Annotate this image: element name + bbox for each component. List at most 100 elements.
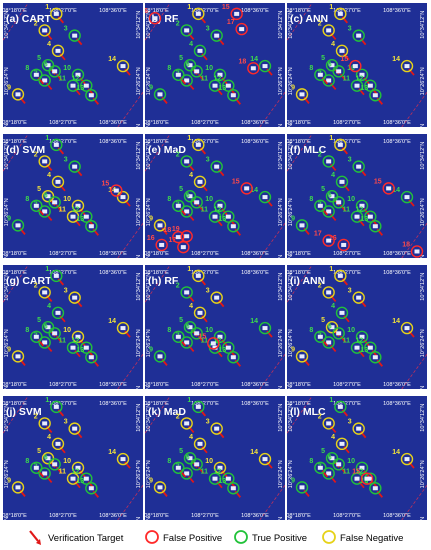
target-number: 14 [108,56,116,63]
map-panel: 108°18'0"E 108°18'0"E 108°27'0"E 108°27'0"E… [287,265,427,389]
target-number: 5 [37,55,41,62]
lon-label-top: 108°36'0"E [241,8,269,14]
target-number: 13 [219,85,227,92]
verification-target-6: 6 [328,454,347,474]
detected-patch [326,238,332,243]
false-positive-number: 15 [232,178,240,185]
detected-patch [214,164,220,169]
detected-patch [187,194,193,199]
false-negative-circle [352,291,365,304]
false-negative-circle [210,291,223,304]
detected-patch [197,310,203,315]
target-number: 10 [63,458,71,465]
true-positive-circle [295,481,309,494]
detected-patch [83,345,89,350]
detected-patch [184,471,190,476]
target-number: 4 [331,41,335,48]
detected-patch [352,64,358,69]
detected-patch [55,441,61,446]
map-canvas: 108°18'0"E 108°18'0"E 108°27'0"E 108°27'0"E… [145,265,285,389]
detected-patch [15,223,21,228]
lon-label-top: 108°18'0"E [287,139,311,145]
true-positive-circle [208,79,222,92]
false-negative-circle [66,210,80,223]
target-number: 14 [108,449,116,456]
target-number: 6 [44,323,48,330]
false-negative-circle [11,88,25,101]
coastline-trace [259,485,285,520]
verification-target-1: 1 [187,4,207,24]
detected-patch [184,78,190,83]
target-number: 10 [205,65,213,72]
detected-patch [225,214,231,219]
lat-label-right: 10°34'12"N [136,11,142,39]
verification-target-11: 11 [343,469,365,489]
panel-label: (k) MaD [148,406,186,418]
target-number: 2 [318,151,322,158]
detected-patch [326,209,332,214]
target-number: 3 [64,419,68,426]
verification-target-14: 14 [392,56,415,76]
lon-label-top: 108°18'0"E [287,8,311,14]
false-positive-number: 16 [329,235,337,242]
target-number: 6 [186,61,190,68]
detected-patch [83,83,89,88]
detected-patch [70,214,76,219]
lat-label-right: 10°26'24"N [420,329,426,357]
detected-patch [195,11,201,16]
verification-target-2: 2 [34,151,53,171]
target-number: 1 [45,4,49,11]
false-negative-circle [400,321,414,335]
detected-patch [262,64,268,69]
verification-target-2: 2 [34,20,53,40]
lon-label-top: 108°27'0"E [191,270,219,276]
true-positive-circle [190,458,203,471]
true-positive-circle [210,29,223,42]
coastline-trace [117,354,143,389]
panel-label: (h) RF [148,275,179,287]
verification-target-6: 6 [186,454,205,474]
verification-target-10: 10 [347,65,370,85]
true-positive-circle [350,472,364,485]
target-number: 8 [25,196,29,203]
coastline-trace [117,92,143,127]
map-background [3,134,143,258]
verification-target-10: 10 [205,65,228,85]
panel-label: (d) SVM [6,144,45,156]
legend-label-true-positive: True Positive [252,533,307,544]
verification-target-2: 2 [176,282,195,302]
detected-patch [83,476,89,481]
target-number: 9 [7,84,11,91]
true-positive-circle [325,190,339,203]
true-positive-circle [180,286,193,299]
verification-target-14: 14 [108,187,131,207]
target-number: 11 [343,76,351,83]
true-positive-circle [350,79,364,92]
target-number: 10 [63,327,71,334]
true-positive-circle [258,59,272,73]
false-negative-circle [334,269,347,283]
false-negative-circle [116,190,130,204]
target-number: 13 [361,85,369,92]
false-negative-circle [71,199,85,212]
verification-target-14: 14 [250,449,273,469]
lon-label-top: 108°36'0"E [241,139,269,145]
verification-target-14: 14 [250,318,273,338]
lat-label-left: 10°34'12"N [146,273,152,301]
false-positive-15: 15 [102,181,123,197]
panel-label: (a) CART [6,13,51,25]
verification-target-3: 3 [64,419,83,439]
lat-label-left: 10°18'36"N [288,255,294,258]
false-positive-circle [110,184,123,197]
verification-target-9: 9 [149,346,168,366]
target-number: 2 [318,282,322,289]
detected-patch [184,234,190,239]
detected-patch [317,334,323,339]
detected-patch [120,64,126,69]
detected-patch [52,69,58,74]
false-negative-circle [38,417,51,430]
verification-target-13: 13 [77,216,100,236]
false-positive-15: 15 [199,333,220,350]
lon-label-top: 108°18'0"E [3,270,27,276]
verification-target-3: 3 [206,419,225,439]
